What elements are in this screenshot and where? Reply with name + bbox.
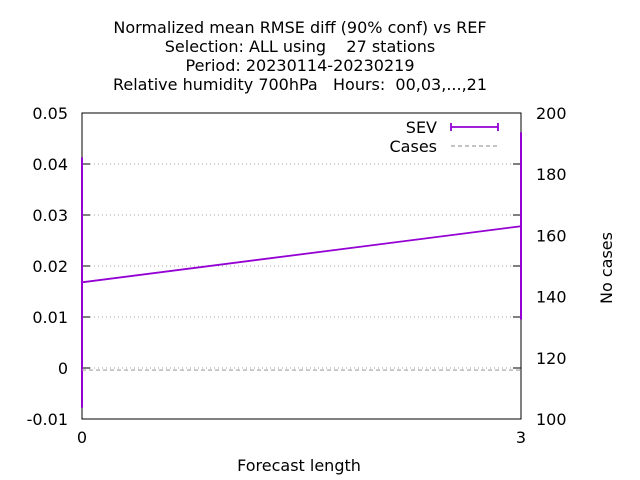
y2-tick-label: 200 [536,104,567,123]
x-axis-label: Forecast length [237,456,361,475]
y-tick-label: 0.04 [32,155,68,174]
y-tick-label: 0 [58,359,68,378]
legend: SEV Cases [390,118,499,156]
title-line-3: Period: 20230114-20230219 [185,56,414,75]
plot-frame [81,112,522,420]
y-tick-label: 0.03 [32,206,68,225]
axes [81,112,522,420]
title-line-4: Relative humidity 700hPa Hours: 00,03,..… [113,75,487,94]
y2-tick-label: 120 [536,349,567,368]
y-axis-ticks: -0.01 0 0.01 0.02 0.03 0.04 0.05 [27,104,521,429]
y-tick-label: 0.05 [32,104,68,123]
x-tick-label: 3 [516,428,526,447]
title-line-2: Selection: ALL using 27 stations [165,37,435,56]
title-line-1: Normalized mean RMSE diff (90% conf) vs … [113,18,486,37]
x-tick-label: 0 [77,428,87,447]
y2-axis-ticks: 100 120 140 160 180 200 [536,104,567,429]
y2-tick-label: 140 [536,288,567,307]
legend-label-cases: Cases [390,137,438,156]
y2-axis-label: No cases [597,232,616,304]
y-tick-label: 0.02 [32,257,68,276]
legend-label-sev: SEV [406,118,437,137]
y2-tick-label: 100 [536,410,567,429]
y-tick-label: -0.01 [27,410,68,429]
grid-lines [82,163,521,369]
series-line-sev [81,225,522,284]
legend-swatches [450,123,499,147]
y2-tick-label: 160 [536,226,567,245]
chart-title: Normalized mean RMSE diff (90% conf) vs … [113,18,487,94]
y-tick-label: 0.01 [32,308,68,327]
series-layer [81,132,522,408]
y2-tick-label: 180 [536,165,567,184]
